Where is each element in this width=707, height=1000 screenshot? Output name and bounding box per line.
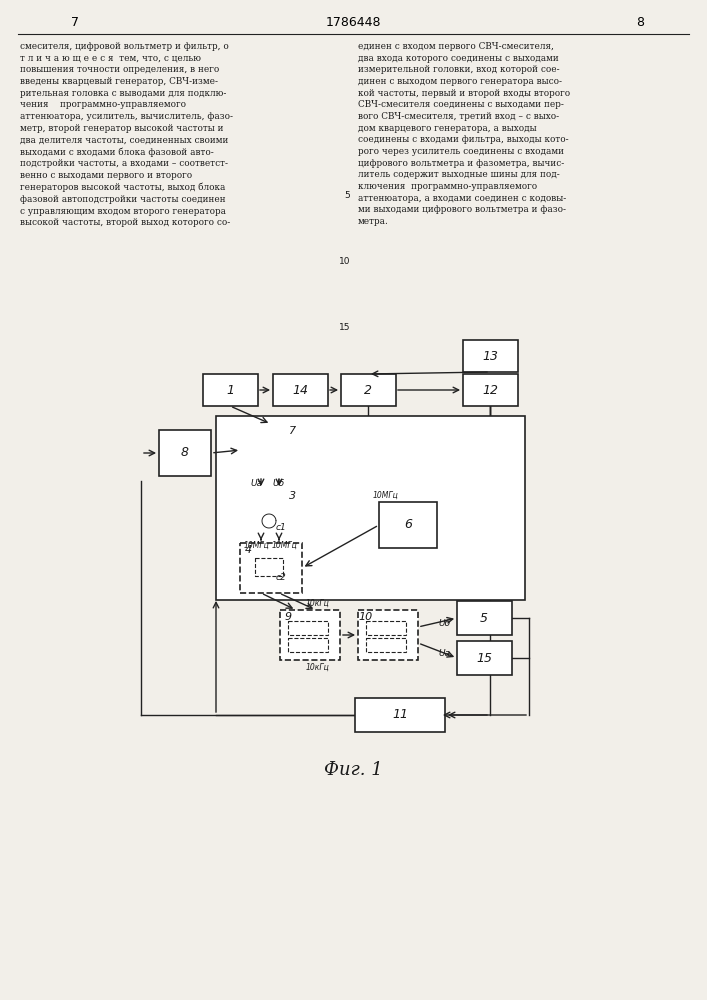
Text: 10: 10 [359,612,373,622]
Text: Uб: Uб [439,618,451,628]
Bar [255,558,283,576]
Text: 15: 15 [339,324,350,332]
Bar [355,698,445,732]
Text: 10МГц: 10МГц [373,490,399,499]
Text: Uа: Uа [251,480,263,488]
Text: 1: 1 [226,383,234,396]
Text: 7: 7 [289,426,296,436]
Text: 6: 6 [404,518,412,532]
Text: c1: c1 [276,522,286,532]
Text: 14: 14 [292,383,308,396]
Text: Uа: Uа [439,648,451,658]
Text: 10кГц: 10кГц [306,662,330,672]
Bar [273,374,328,406]
Text: 10: 10 [339,257,350,266]
Text: Фиг. 1: Фиг. 1 [324,761,382,779]
Text: 2: 2 [364,383,372,396]
Text: 8: 8 [181,446,189,460]
Bar [379,502,437,548]
Bar [341,374,396,406]
Text: 10кГц: 10кГц [306,598,330,607]
Text: единен с входом первого СВЧ-смесителя,
два входа которого соединены с выходами
и: единен с входом первого СВЧ-смесителя, д… [358,42,570,226]
Text: 11: 11 [392,708,408,722]
Text: 1786448: 1786448 [325,15,381,28]
Text: 10МГц: 10МГц [244,540,270,550]
Bar [366,621,406,635]
Bar [457,601,512,635]
Bar [288,621,328,635]
Text: 5: 5 [480,611,488,624]
Text: 12: 12 [482,383,498,396]
Text: 15: 15 [476,652,492,664]
Bar [216,416,525,600]
Bar [463,340,518,372]
Bar [255,503,283,521]
Text: 3: 3 [289,491,296,501]
Bar [280,610,340,660]
Bar [255,440,285,460]
Bar [358,610,418,660]
Text: 8: 8 [636,15,644,28]
Bar [203,374,258,406]
Bar [159,430,211,476]
Bar [463,374,518,406]
Bar [288,638,328,652]
Bar [366,638,406,652]
Text: c2: c2 [276,574,286,582]
Text: 5: 5 [344,190,350,200]
Bar [241,489,301,537]
Text: 9: 9 [284,612,291,622]
Text: смесителя, цифровой вольтметр и фильтр, о
т л и ч а ю щ е е с я  тем, что, с цел: смесителя, цифровой вольтметр и фильтр, … [20,42,233,227]
Text: 7: 7 [71,15,79,28]
Bar [241,424,301,476]
Text: Uб: Uб [273,480,285,488]
Text: 13: 13 [482,350,498,362]
Bar [240,543,302,593]
Text: 10МГц: 10МГц [272,540,298,550]
Text: 4: 4 [245,545,252,555]
Bar [457,641,512,675]
